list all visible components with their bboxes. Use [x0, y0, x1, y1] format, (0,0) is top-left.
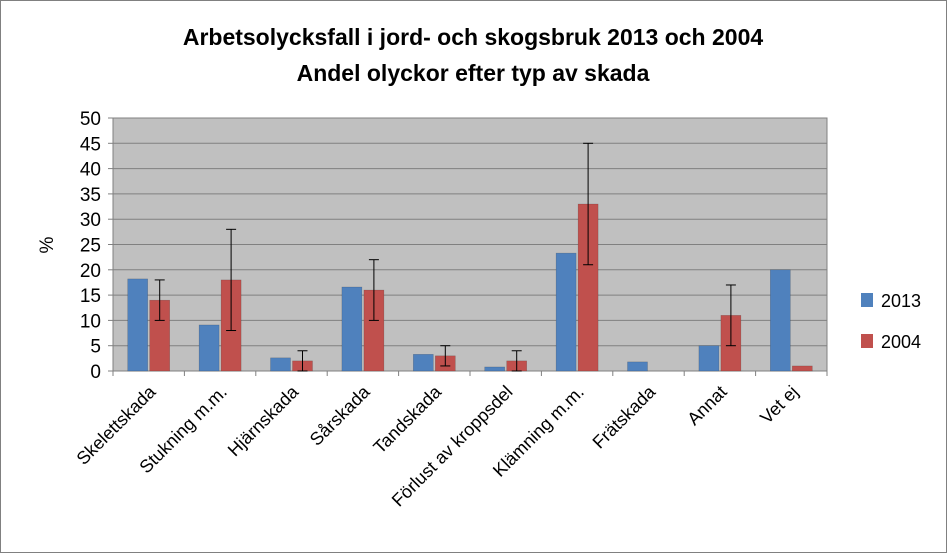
y-axis-label: % [37, 236, 58, 253]
x-tick-label: Vet ej [756, 382, 802, 428]
x-tick-label: Hjärnskada [224, 381, 303, 460]
bar-2013 [627, 361, 648, 372]
bar-2013 [555, 252, 577, 372]
bar-2013 [341, 286, 363, 372]
y-tick-label: 15 [80, 286, 101, 307]
chart-title: Arbetsolycksfall i jord- och skogsbruk 2… [183, 24, 764, 50]
y-tick-label: 20 [80, 261, 101, 282]
bar-2004 [792, 365, 813, 372]
bar-2013 [770, 269, 791, 372]
y-tick-label: 5 [90, 337, 101, 358]
legend-label-2013: 2013 [881, 291, 921, 311]
x-tick-label: Annat [683, 382, 730, 429]
bar-2013 [484, 366, 505, 372]
y-tick-label: 0 [90, 362, 101, 383]
y-axis-ticks: 0 5 10 15 20 25 30 35 40 45 50 [80, 109, 113, 383]
y-tick-label: 50 [80, 109, 101, 130]
x-tick-label: Frätskada [589, 381, 660, 452]
legend-label-2004: 2004 [881, 332, 921, 352]
bar-2013 [270, 357, 291, 372]
y-tick-label: 35 [80, 185, 101, 206]
x-tick-label: Tandskada [369, 381, 445, 457]
x-tick-label: Sårskada [306, 381, 375, 450]
y-tick-label: 40 [80, 160, 101, 181]
bar-2013 [127, 278, 148, 372]
bar-2013 [698, 345, 720, 372]
legend: 2013 2004 [861, 291, 921, 352]
y-tick-label: 30 [80, 210, 101, 231]
y-tick-label: 10 [80, 311, 101, 332]
y-tick-label: 25 [80, 236, 101, 257]
y-tick-label: 45 [80, 134, 101, 155]
error-bars [154, 142, 736, 372]
chart-subtitle: Andel olyckor efter typ av skada [297, 60, 650, 86]
legend-swatch-2004 [861, 334, 873, 348]
legend-swatch-2013 [861, 293, 873, 307]
bar-2013 [413, 354, 434, 372]
x-tick-label: Förlust av kroppsdel [388, 382, 517, 511]
bar-2013 [198, 324, 220, 372]
